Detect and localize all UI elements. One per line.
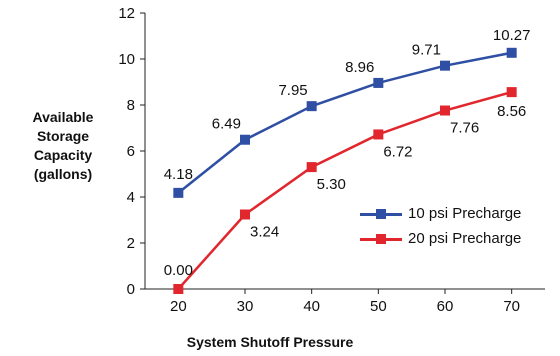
x-tick-label: 20 bbox=[170, 298, 187, 315]
x-axis-label-wrap: System Shutoff Pressure bbox=[0, 334, 560, 350]
legend-item-10psi: 10 psi Precharge bbox=[360, 201, 521, 226]
y-tick-label: 6 bbox=[127, 143, 135, 160]
series-line-1 bbox=[177, 90, 512, 290]
data-point bbox=[373, 77, 384, 88]
y-axis-label-line: Capacity bbox=[33, 147, 93, 163]
data-point bbox=[173, 187, 184, 198]
y-tick-label: 4 bbox=[127, 189, 135, 206]
legend-swatch-20psi bbox=[360, 233, 402, 245]
data-label: 10.27 bbox=[493, 27, 531, 44]
data-point bbox=[240, 134, 250, 145]
data-label: 7.95 bbox=[278, 82, 307, 99]
legend-swatch-10psi bbox=[360, 208, 402, 220]
x-tick-label: 40 bbox=[303, 298, 320, 315]
chart-legend: 10 psi Precharge 20 psi Precharge bbox=[360, 201, 521, 251]
data-label: 8.96 bbox=[345, 59, 374, 76]
data-label: 6.72 bbox=[383, 143, 412, 160]
y-tick-label: 0 bbox=[127, 281, 135, 298]
data-label: 6.49 bbox=[212, 116, 241, 133]
x-tick-label: 70 bbox=[503, 298, 520, 315]
x-tick-label: 60 bbox=[437, 298, 454, 315]
x-axis-label: System Shutoff Pressure bbox=[186, 334, 354, 350]
data-point bbox=[440, 60, 450, 71]
y-tick-label: 12 bbox=[118, 5, 135, 22]
data-label: 0.00 bbox=[164, 262, 193, 279]
data-label: 9.71 bbox=[412, 42, 441, 59]
x-tick-label: 50 bbox=[370, 298, 387, 315]
y-tick-label: 10 bbox=[118, 51, 135, 68]
data-label: 7.76 bbox=[450, 120, 479, 137]
data-point bbox=[373, 129, 384, 140]
series-line-0 bbox=[177, 51, 512, 194]
data-label: 4.18 bbox=[164, 166, 193, 183]
y-tick-label: 2 bbox=[127, 235, 135, 252]
y-axis-label-line: Available bbox=[32, 109, 94, 125]
x-tick-label: 30 bbox=[237, 298, 254, 315]
data-point bbox=[306, 101, 317, 112]
data-label: 5.30 bbox=[317, 176, 346, 193]
y-axis-label-line: Storage bbox=[36, 128, 90, 144]
data-point bbox=[440, 105, 450, 116]
data-point bbox=[173, 284, 184, 294]
data-point bbox=[306, 162, 317, 173]
y-axis-label-line: (gallons) bbox=[33, 166, 93, 182]
y-tick-label: 8 bbox=[127, 97, 135, 114]
data-label: 8.56 bbox=[497, 103, 526, 120]
data-label: 3.24 bbox=[250, 223, 279, 240]
data-point bbox=[506, 47, 517, 58]
data-point bbox=[506, 87, 517, 98]
legend-label-10psi: 10 psi Precharge bbox=[408, 205, 522, 222]
data-point bbox=[240, 209, 250, 220]
legend-item-20psi: 20 psi Precharge bbox=[360, 226, 521, 251]
legend-label-20psi: 20 psi Precharge bbox=[408, 230, 522, 247]
y-axis-label: Available Storage Capacity (gallons) bbox=[0, 108, 126, 184]
